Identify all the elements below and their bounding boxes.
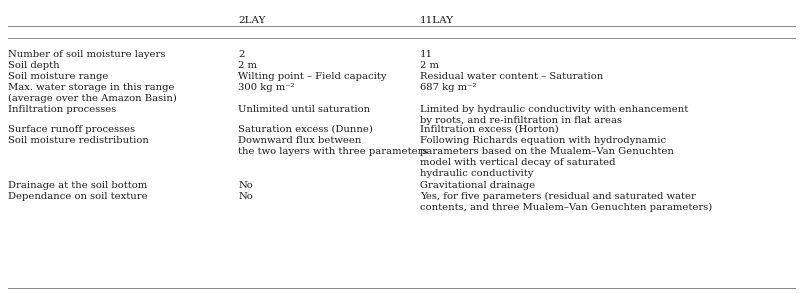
Text: Unlimited until saturation: Unlimited until saturation: [237, 105, 370, 114]
Text: Following Richards equation with hydrodynamic
parameters based on the Mualem–Van: Following Richards equation with hydrody…: [419, 136, 673, 178]
Text: Max. water storage in this range
(average over the Amazon Basin): Max. water storage in this range (averag…: [8, 83, 176, 103]
Text: 687 kg m⁻²: 687 kg m⁻²: [419, 83, 476, 92]
Text: Limited by hydraulic conductivity with enhancement
by roots, and re-infiltration: Limited by hydraulic conductivity with e…: [419, 105, 687, 125]
Text: Soil moisture range: Soil moisture range: [8, 72, 108, 81]
Text: 2LAY: 2LAY: [237, 16, 265, 25]
Text: Surface runoff processes: Surface runoff processes: [8, 125, 135, 134]
Text: Infiltration excess (Horton): Infiltration excess (Horton): [419, 125, 558, 134]
Text: 11LAY: 11LAY: [419, 16, 454, 25]
Text: Drainage at the soil bottom: Drainage at the soil bottom: [8, 181, 147, 190]
Text: Wilting point – Field capacity: Wilting point – Field capacity: [237, 72, 386, 81]
Text: Yes, for five parameters (residual and saturated water
contents, and three Muale: Yes, for five parameters (residual and s…: [419, 192, 711, 212]
Text: Soil depth: Soil depth: [8, 61, 59, 70]
Text: Infiltration processes: Infiltration processes: [8, 105, 116, 114]
Text: Saturation excess (Dunne): Saturation excess (Dunne): [237, 125, 372, 134]
Text: No: No: [237, 181, 253, 190]
Text: Dependance on soil texture: Dependance on soil texture: [8, 192, 148, 201]
Text: Residual water content – Saturation: Residual water content – Saturation: [419, 72, 602, 81]
Text: Downward flux between
the two layers with three parameters: Downward flux between the two layers wit…: [237, 136, 427, 156]
Text: 300 kg m⁻²: 300 kg m⁻²: [237, 83, 294, 92]
Text: Gravitational drainage: Gravitational drainage: [419, 181, 534, 190]
Text: No: No: [237, 192, 253, 201]
Text: 11: 11: [419, 50, 432, 59]
Text: 2 m: 2 m: [419, 61, 439, 70]
Text: Soil moisture redistribution: Soil moisture redistribution: [8, 136, 148, 145]
Text: 2: 2: [237, 50, 244, 59]
Text: Number of soil moisture layers: Number of soil moisture layers: [8, 50, 165, 59]
Text: 2 m: 2 m: [237, 61, 257, 70]
